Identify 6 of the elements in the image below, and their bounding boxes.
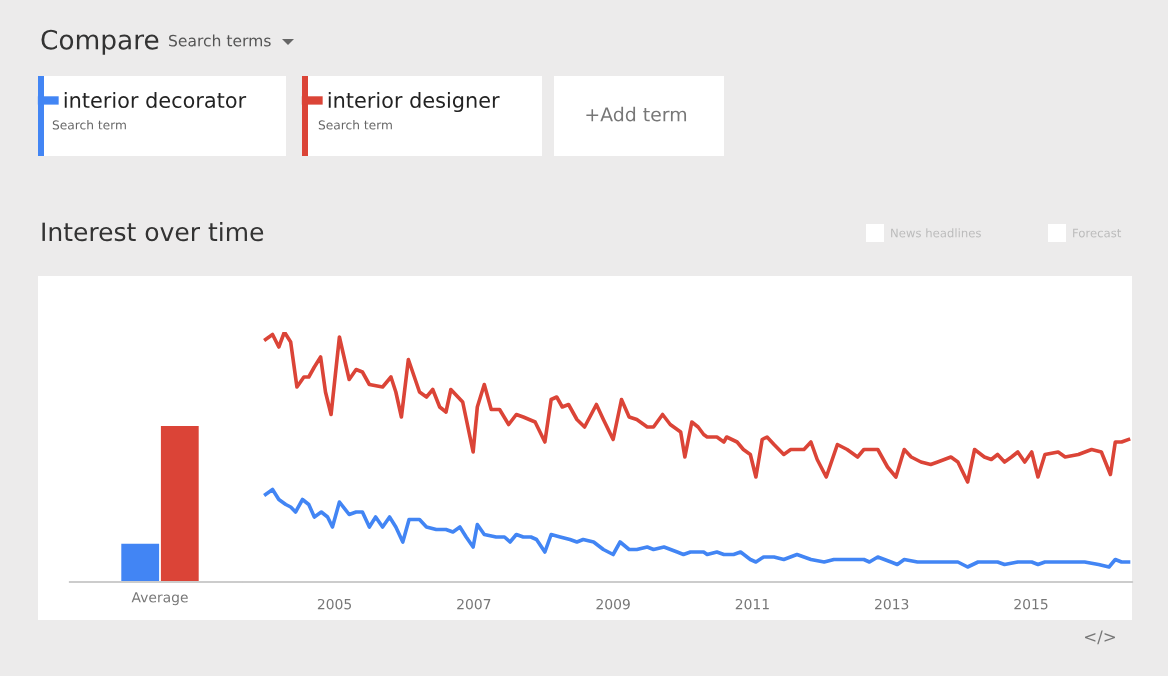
text: </>: [1084, 630, 1115, 645]
legend-label: interior decorator: [64, 91, 247, 109]
text: Compare: [41, 29, 159, 55]
chart-title: Interest over time: [42, 221, 264, 242]
legend-label: interior designer: [328, 91, 500, 113]
text: +Add term: [586, 106, 687, 122]
